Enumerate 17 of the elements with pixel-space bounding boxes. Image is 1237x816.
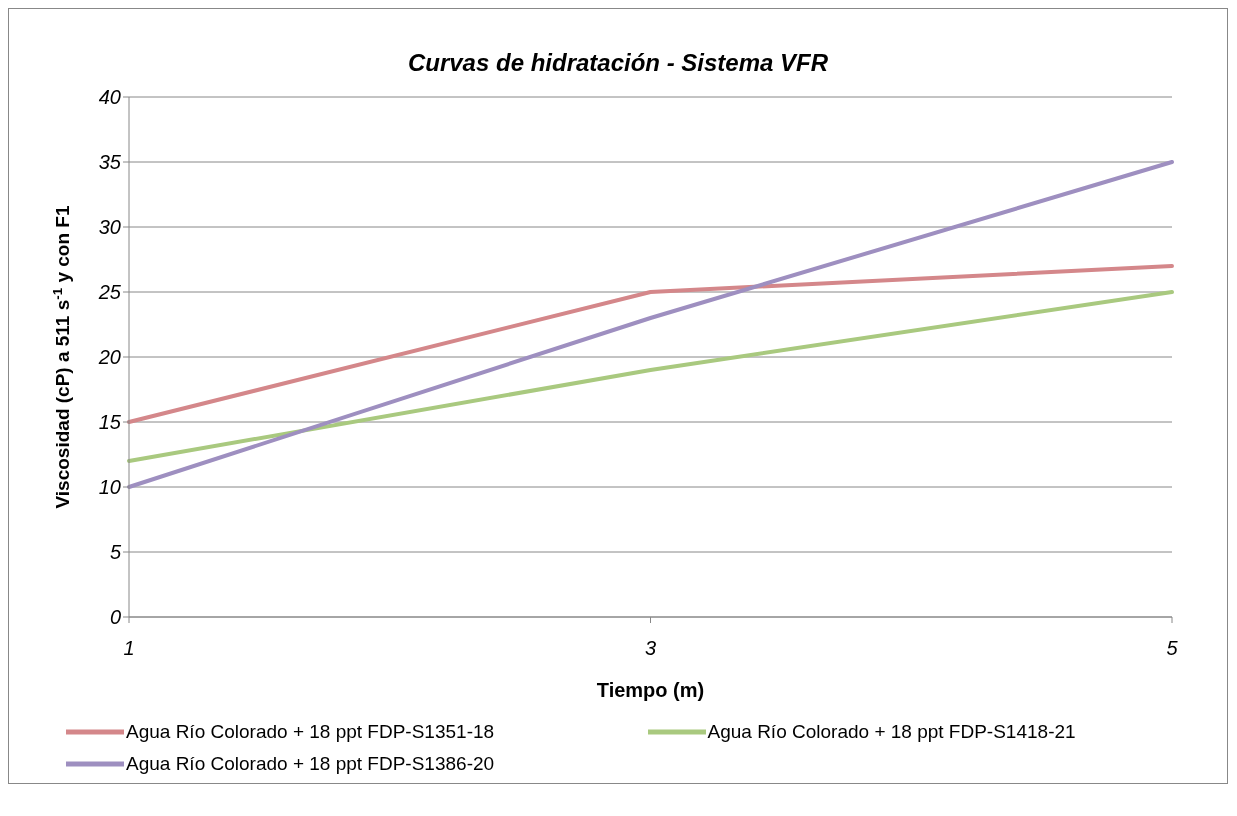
y-tick-label: 35 — [98, 151, 122, 174]
x-tick-label: 1 — [123, 637, 135, 660]
y-tick-label: 30 — [98, 216, 121, 239]
legend-label: Agua Río Colorado + 18 ppt FDP-S1386-20 — [126, 753, 495, 775]
legend-label: Agua Río Colorado + 18 ppt FDP-S1418-21 — [707, 721, 1076, 743]
x-tick-label: 5 — [1166, 637, 1179, 660]
y-tick-label: 5 — [109, 541, 122, 564]
x-axis-title: Tiempo (m) — [596, 679, 705, 701]
legend-label: Agua Río Colorado + 18 ppt FDP-S1351-18 — [126, 721, 495, 743]
y-tick-label: 20 — [97, 346, 121, 369]
chart-title: Curvas de hidratación - Sistema VFR — [406, 48, 830, 77]
y-tick-label: 40 — [98, 86, 121, 109]
y-tick-label: 0 — [109, 606, 121, 629]
y-tick-label: 15 — [98, 411, 122, 434]
y-tick-label: 25 — [97, 281, 122, 304]
y-tick-label: 10 — [98, 476, 121, 499]
x-tick-label: 3 — [644, 637, 657, 660]
